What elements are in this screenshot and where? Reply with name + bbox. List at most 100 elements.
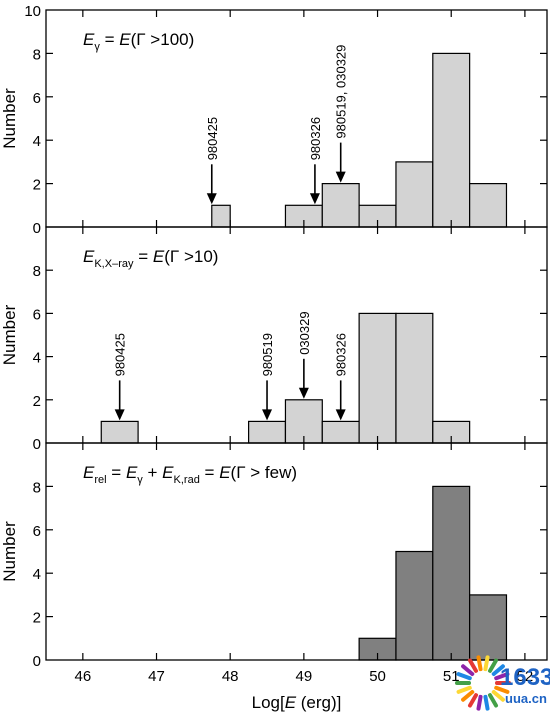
panel-title: Erel = Eγ + EK,rad = E(Γ > few)	[83, 463, 297, 486]
x-tick-label: 51	[443, 668, 460, 685]
panel-title: EK,X–ray = E(Γ >10)	[83, 247, 218, 270]
logo-ray	[488, 658, 498, 673]
panel-title-part: γ	[137, 474, 143, 486]
y-tick-label: 0	[33, 436, 41, 453]
arrow-down-icon	[335, 171, 346, 183]
annotation-label: 980326	[308, 117, 323, 160]
histogram-bar	[211, 204, 231, 228]
logo-ray	[456, 685, 472, 694]
y-tick-label: 6	[33, 523, 41, 540]
histogram-bar	[284, 399, 323, 444]
histogram-bar	[321, 420, 360, 444]
x-tick-label: 52	[517, 668, 534, 685]
y-tick-label: 4	[33, 350, 41, 367]
panel-title-part: E	[219, 463, 231, 482]
logo-ray	[491, 664, 505, 677]
annotation-label: 980425	[205, 117, 220, 160]
arrow-down-icon	[262, 409, 273, 421]
histogram-bar	[395, 161, 434, 228]
arrow-down-icon	[335, 409, 346, 421]
y-axis-label: Number	[0, 521, 19, 582]
panel-title: Eγ = E(Γ >100)	[83, 30, 194, 53]
logo-ray	[476, 694, 483, 711]
x-axis-label-part: Log[	[252, 693, 285, 712]
logo-ray	[468, 658, 478, 673]
y-axis-label: Number	[0, 304, 19, 365]
logo-ray	[494, 685, 510, 694]
annotation-label: 980425	[113, 333, 128, 376]
panel-title-part: (Γ > few)	[231, 463, 298, 482]
panel-title-part: =	[100, 30, 119, 49]
histogram-bar	[358, 312, 397, 444]
x-tick-label: 49	[296, 668, 313, 685]
panel-title-part: E	[83, 463, 95, 482]
panel-title-part: E	[162, 463, 174, 482]
histogram-bar	[432, 485, 471, 661]
arrow-down-icon	[298, 387, 309, 399]
panel-title-part: +	[143, 463, 162, 482]
y-axis-label: Number	[0, 88, 19, 149]
x-tick-label: 47	[148, 668, 165, 685]
y-tick-label: 2	[33, 610, 41, 627]
logo-center	[471, 671, 495, 695]
x-tick-label: 48	[222, 668, 239, 685]
logo-ray	[483, 694, 490, 711]
histogram-bar	[321, 183, 360, 228]
arrow-down-icon	[206, 193, 217, 205]
arrow-down-icon	[114, 409, 125, 421]
panel-title-part: E	[126, 463, 138, 482]
y-tick-label: 4	[33, 566, 41, 583]
y-tick-label: 2	[33, 177, 41, 194]
panel-title-part: E	[83, 30, 95, 49]
panel-title-part: E	[119, 30, 131, 49]
histogram-bar	[248, 420, 287, 444]
histogram-bar	[100, 420, 139, 444]
plot-frame	[45, 442, 548, 661]
burst-annotation: 030329	[297, 311, 312, 399]
logo-ray	[488, 693, 498, 708]
y-tick-label: 4	[33, 133, 41, 150]
logo-ray	[461, 664, 475, 677]
x-tick-label: 46	[74, 668, 91, 685]
logo-ray	[456, 672, 472, 681]
burst-annotation: 980425	[113, 333, 128, 421]
histogram-bar	[469, 594, 508, 661]
logo-ray	[461, 689, 475, 702]
histogram-bar	[432, 52, 471, 228]
burst-annotation: 980519, 030329	[334, 45, 349, 183]
burst-annotation: 980425	[205, 117, 220, 205]
panel-title-part: E	[153, 247, 165, 266]
logo-ray	[476, 655, 483, 672]
x-axis-label-part: E	[285, 693, 297, 712]
panel-title-part: γ	[94, 41, 100, 53]
watermark-domain: uua.cn	[505, 691, 547, 706]
burst-annotation: 980326	[308, 117, 323, 205]
arrow-down-icon	[309, 193, 320, 205]
y-tick-label: 8	[33, 479, 41, 496]
burst-annotation: 980326	[334, 333, 349, 421]
y-tick-label: 8	[33, 46, 41, 63]
logo-ray	[468, 693, 478, 708]
y-tick-label: 0	[33, 653, 41, 670]
burst-annotation: 980519	[260, 333, 275, 421]
panel-title-part: =	[107, 463, 126, 482]
histogram-bar	[395, 550, 434, 661]
panel-title-part: =	[133, 247, 152, 266]
panel-title-part: (Γ >100)	[131, 30, 195, 49]
panel-title-part: rel	[94, 474, 106, 486]
annotation-label: 980519, 030329	[334, 45, 349, 139]
x-axis-label-part: (erg)]	[296, 693, 341, 712]
histogram-panel-3: 0 2 4 6 8 Number Erel = Eγ + EK,rad = E(Γ > fe…	[0, 442, 548, 670]
annotation-label: 030329	[297, 311, 312, 354]
y-tick-label: 0	[33, 220, 41, 237]
annotation-label: 980519	[260, 333, 275, 376]
panel-title-part: K,X–ray	[94, 258, 134, 270]
watermark-text: 1633	[500, 664, 550, 691]
logo-ray	[494, 672, 510, 681]
annotation-label: 980326	[334, 333, 349, 376]
panel-title-part: E	[83, 247, 95, 266]
panel-title-part: (Γ >10)	[164, 247, 218, 266]
y-tick-label: 10	[24, 3, 41, 20]
